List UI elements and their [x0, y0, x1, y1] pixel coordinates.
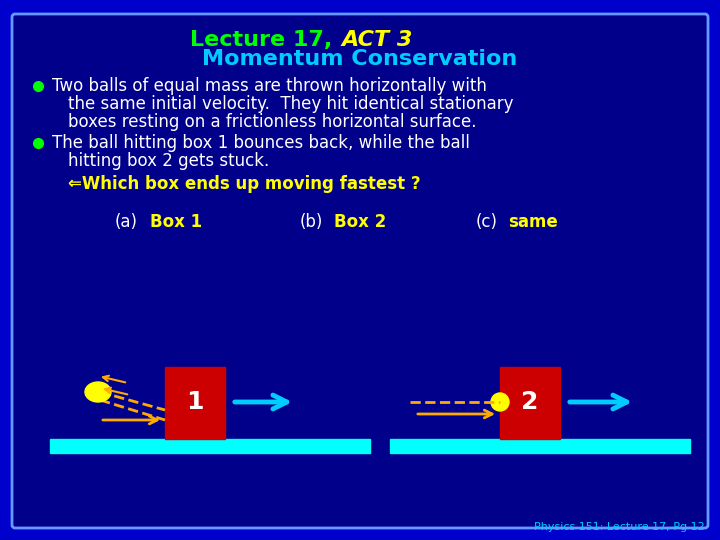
- FancyBboxPatch shape: [12, 14, 708, 528]
- Text: boxes resting on a frictionless horizontal surface.: boxes resting on a frictionless horizont…: [68, 113, 477, 131]
- Text: (a): (a): [115, 213, 138, 231]
- Text: Box 2: Box 2: [334, 213, 386, 231]
- Ellipse shape: [85, 382, 111, 402]
- Bar: [500, 367, 560, 439]
- Text: (b): (b): [300, 213, 323, 231]
- Text: the same initial velocity.  They hit identical stationary: the same initial velocity. They hit iden…: [68, 95, 513, 113]
- Text: Physics 151: Lecture 17, Pg 12: Physics 151: Lecture 17, Pg 12: [534, 522, 705, 532]
- Bar: [390, 439, 690, 453]
- Text: Lecture 17,: Lecture 17,: [190, 30, 340, 50]
- Text: ⇐Which box ends up moving fastest ?: ⇐Which box ends up moving fastest ?: [68, 175, 420, 193]
- Text: The ball hitting box 1 bounces back, while the ball: The ball hitting box 1 bounces back, whi…: [52, 134, 470, 152]
- Text: Momentum Conservation: Momentum Conservation: [202, 49, 518, 69]
- Text: ACT 3: ACT 3: [341, 30, 413, 50]
- Bar: [165, 367, 225, 439]
- Text: Box 1: Box 1: [150, 213, 202, 231]
- Ellipse shape: [491, 393, 509, 411]
- Bar: [50, 439, 370, 453]
- Text: 2: 2: [521, 390, 539, 414]
- Text: 1: 1: [186, 390, 204, 414]
- Text: (c): (c): [476, 213, 498, 231]
- Text: hitting box 2 gets stuck.: hitting box 2 gets stuck.: [68, 152, 269, 170]
- Text: Two balls of equal mass are thrown horizontally with: Two balls of equal mass are thrown horiz…: [52, 77, 487, 95]
- Text: same: same: [508, 213, 558, 231]
